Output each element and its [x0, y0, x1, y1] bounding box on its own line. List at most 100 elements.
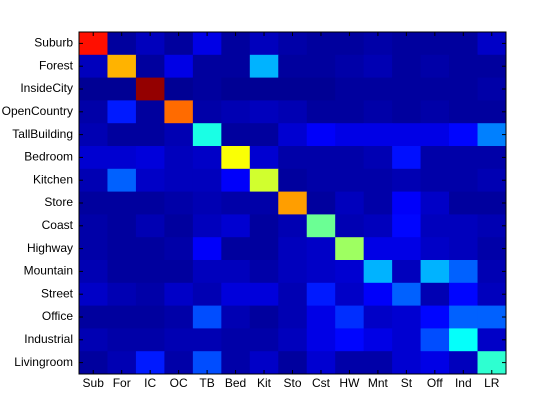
heatmap-cell: [135, 54, 165, 79]
heatmap-cell: [221, 32, 251, 56]
heatmap-cell: [249, 237, 279, 261]
heatmap-cell: [477, 191, 507, 215]
heatmap-cell: [420, 191, 450, 215]
heatmap-cell: [335, 214, 365, 238]
heatmap-cell: [363, 191, 393, 215]
heatmap-cell: [135, 214, 165, 238]
x-tick-label: HW: [339, 376, 360, 390]
x-tick-label: Kit: [257, 376, 272, 390]
heatmap-cell: [79, 305, 108, 329]
x-tick-label: OC: [170, 376, 188, 390]
y-tick-label: TallBuilding: [12, 127, 73, 141]
heatmap-cell: [164, 77, 194, 101]
heatmap-cell: [107, 191, 137, 215]
heatmap-cell: [221, 146, 251, 170]
y-tick-label: Livingroom: [14, 355, 73, 369]
heatmap-cell: [335, 100, 365, 124]
heatmap-cell: [278, 168, 308, 193]
heatmap-cell: [192, 54, 222, 79]
x-tick-label: TB: [199, 376, 214, 390]
heatmap-cell: [278, 328, 308, 352]
heatmap-cell: [335, 146, 365, 170]
heatmap-cell: [477, 54, 507, 79]
heatmap-cell: [392, 260, 422, 284]
heatmap-cell: [392, 237, 422, 261]
heatmap-cell: [335, 305, 365, 329]
heatmap-cell: [164, 237, 194, 261]
heatmap-cell: [249, 146, 279, 170]
heatmap-cell: [107, 305, 137, 329]
heatmap-cell: [449, 191, 479, 215]
heatmap-cell: [135, 100, 165, 124]
heatmap-cell: [164, 54, 194, 79]
y-tick-label: Kitchen: [33, 172, 73, 186]
heatmap-cell: [164, 305, 194, 329]
heatmap-cell: [363, 305, 393, 329]
y-tick-label: Mountain: [24, 264, 73, 278]
heatmap-cell: [192, 32, 222, 56]
heatmap-cell: [164, 191, 194, 215]
heatmap-cell: [135, 146, 165, 170]
heatmap-cell: [420, 214, 450, 238]
x-tick-label: Off: [427, 376, 443, 390]
heatmap-cell: [192, 214, 222, 238]
heatmap-cell: [221, 214, 251, 238]
heatmap-cell: [306, 260, 336, 284]
heatmap-cell: [363, 214, 393, 238]
heatmap-cell: [249, 100, 279, 124]
heatmap-cell: [164, 351, 194, 375]
heatmap-cell: [79, 77, 108, 101]
heatmap-cell: [335, 328, 365, 352]
heatmap-cell: [335, 77, 365, 101]
heatmap-cell: [335, 282, 365, 307]
heatmap-cell: [221, 100, 251, 124]
heatmap-cell: [164, 146, 194, 170]
heatmap-cell: [135, 260, 165, 284]
x-tick-label: Cst: [312, 376, 331, 390]
heatmap-cell: [363, 100, 393, 124]
heatmap-cell: [420, 54, 450, 79]
heatmap-cell: [79, 191, 108, 215]
x-tick-label: Bed: [225, 376, 246, 390]
heatmap-cell: [477, 214, 507, 238]
heatmap-cell: [306, 123, 336, 147]
heatmap-cell: [192, 282, 222, 307]
heatmap-cell: [420, 77, 450, 101]
heatmap-cell: [278, 351, 308, 375]
x-tick-label: For: [113, 376, 131, 390]
heatmap-cell: [449, 77, 479, 101]
heatmap-cell: [107, 100, 137, 124]
heatmap-cell: [278, 77, 308, 101]
heatmap-cell: [449, 32, 479, 56]
heatmap-cell: [420, 32, 450, 56]
heatmap-cell: [306, 282, 336, 307]
heatmap-cell: [363, 328, 393, 352]
heatmap-cell: [420, 351, 450, 375]
heatmap-cell: [363, 77, 393, 101]
heatmap-cell: [449, 237, 479, 261]
heatmap-cell: [477, 305, 507, 329]
heatmap-cell: [392, 305, 422, 329]
heatmap-cell: [392, 146, 422, 170]
heatmap-cell: [107, 351, 137, 375]
heatmap-cell: [107, 214, 137, 238]
heatmap-cell: [249, 191, 279, 215]
heatmap-cell: [449, 123, 479, 147]
heatmap-cell: [135, 305, 165, 329]
x-tick-label: IC: [144, 376, 156, 390]
heatmap-cell: [420, 260, 450, 284]
x-tick-label: LR: [484, 376, 500, 390]
heatmap-cell: [249, 54, 279, 79]
heatmap-cell: [420, 237, 450, 261]
heatmap-cell: [107, 168, 137, 193]
x-tick-label: Sub: [83, 376, 105, 390]
heatmap-cell: [135, 351, 165, 375]
heatmap-cell: [135, 282, 165, 307]
heatmap-cell: [164, 123, 194, 147]
heatmap-cell: [221, 123, 251, 147]
heatmap-cell: [249, 305, 279, 329]
heatmap-cell: [107, 54, 137, 79]
heatmap-cell: [221, 237, 251, 261]
heatmap-cell: [79, 123, 108, 147]
heatmap-cell: [107, 328, 137, 352]
